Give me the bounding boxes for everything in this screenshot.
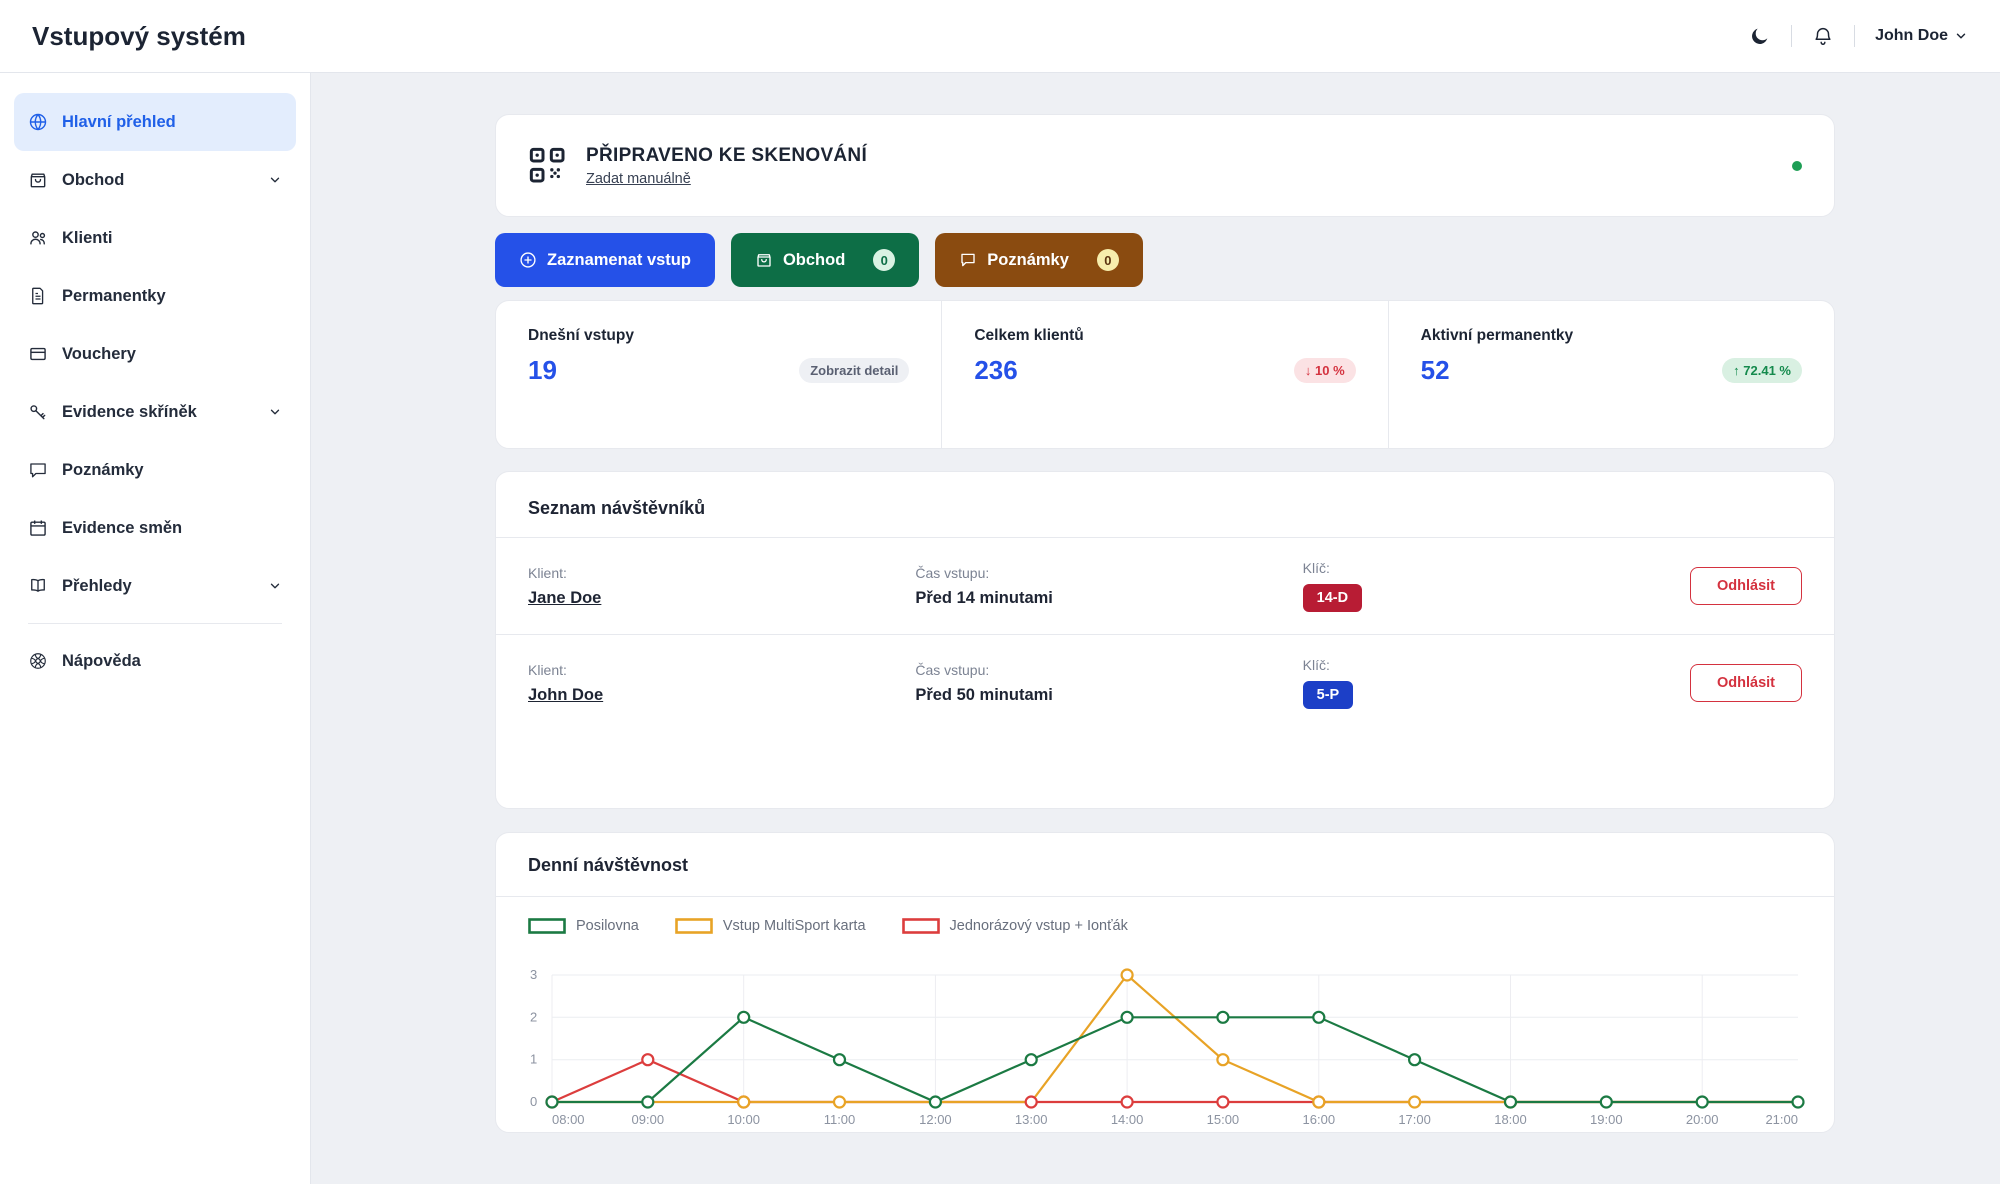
svg-text:20:00: 20:00: [1686, 1112, 1719, 1127]
svg-text:2: 2: [530, 1009, 537, 1024]
svg-text:13:00: 13:00: [1015, 1112, 1048, 1127]
svg-text:11:00: 11:00: [824, 1112, 856, 1127]
svg-text:08:00: 08:00: [552, 1112, 585, 1127]
svg-text:19:00: 19:00: [1590, 1112, 1623, 1127]
svg-text:16:00: 16:00: [1303, 1112, 1336, 1127]
svg-text:14:00: 14:00: [1111, 1112, 1144, 1127]
svg-text:0: 0: [530, 1094, 537, 1109]
svg-text:17:00: 17:00: [1398, 1112, 1431, 1127]
svg-text:1: 1: [530, 1052, 537, 1067]
svg-text:3: 3: [530, 967, 537, 982]
svg-text:15:00: 15:00: [1207, 1112, 1240, 1127]
svg-text:10:00: 10:00: [727, 1112, 760, 1127]
svg-text:09:00: 09:00: [632, 1112, 665, 1127]
svg-text:18:00: 18:00: [1494, 1112, 1527, 1127]
svg-text:21:00: 21:00: [1765, 1112, 1798, 1127]
svg-text:12:00: 12:00: [919, 1112, 952, 1127]
